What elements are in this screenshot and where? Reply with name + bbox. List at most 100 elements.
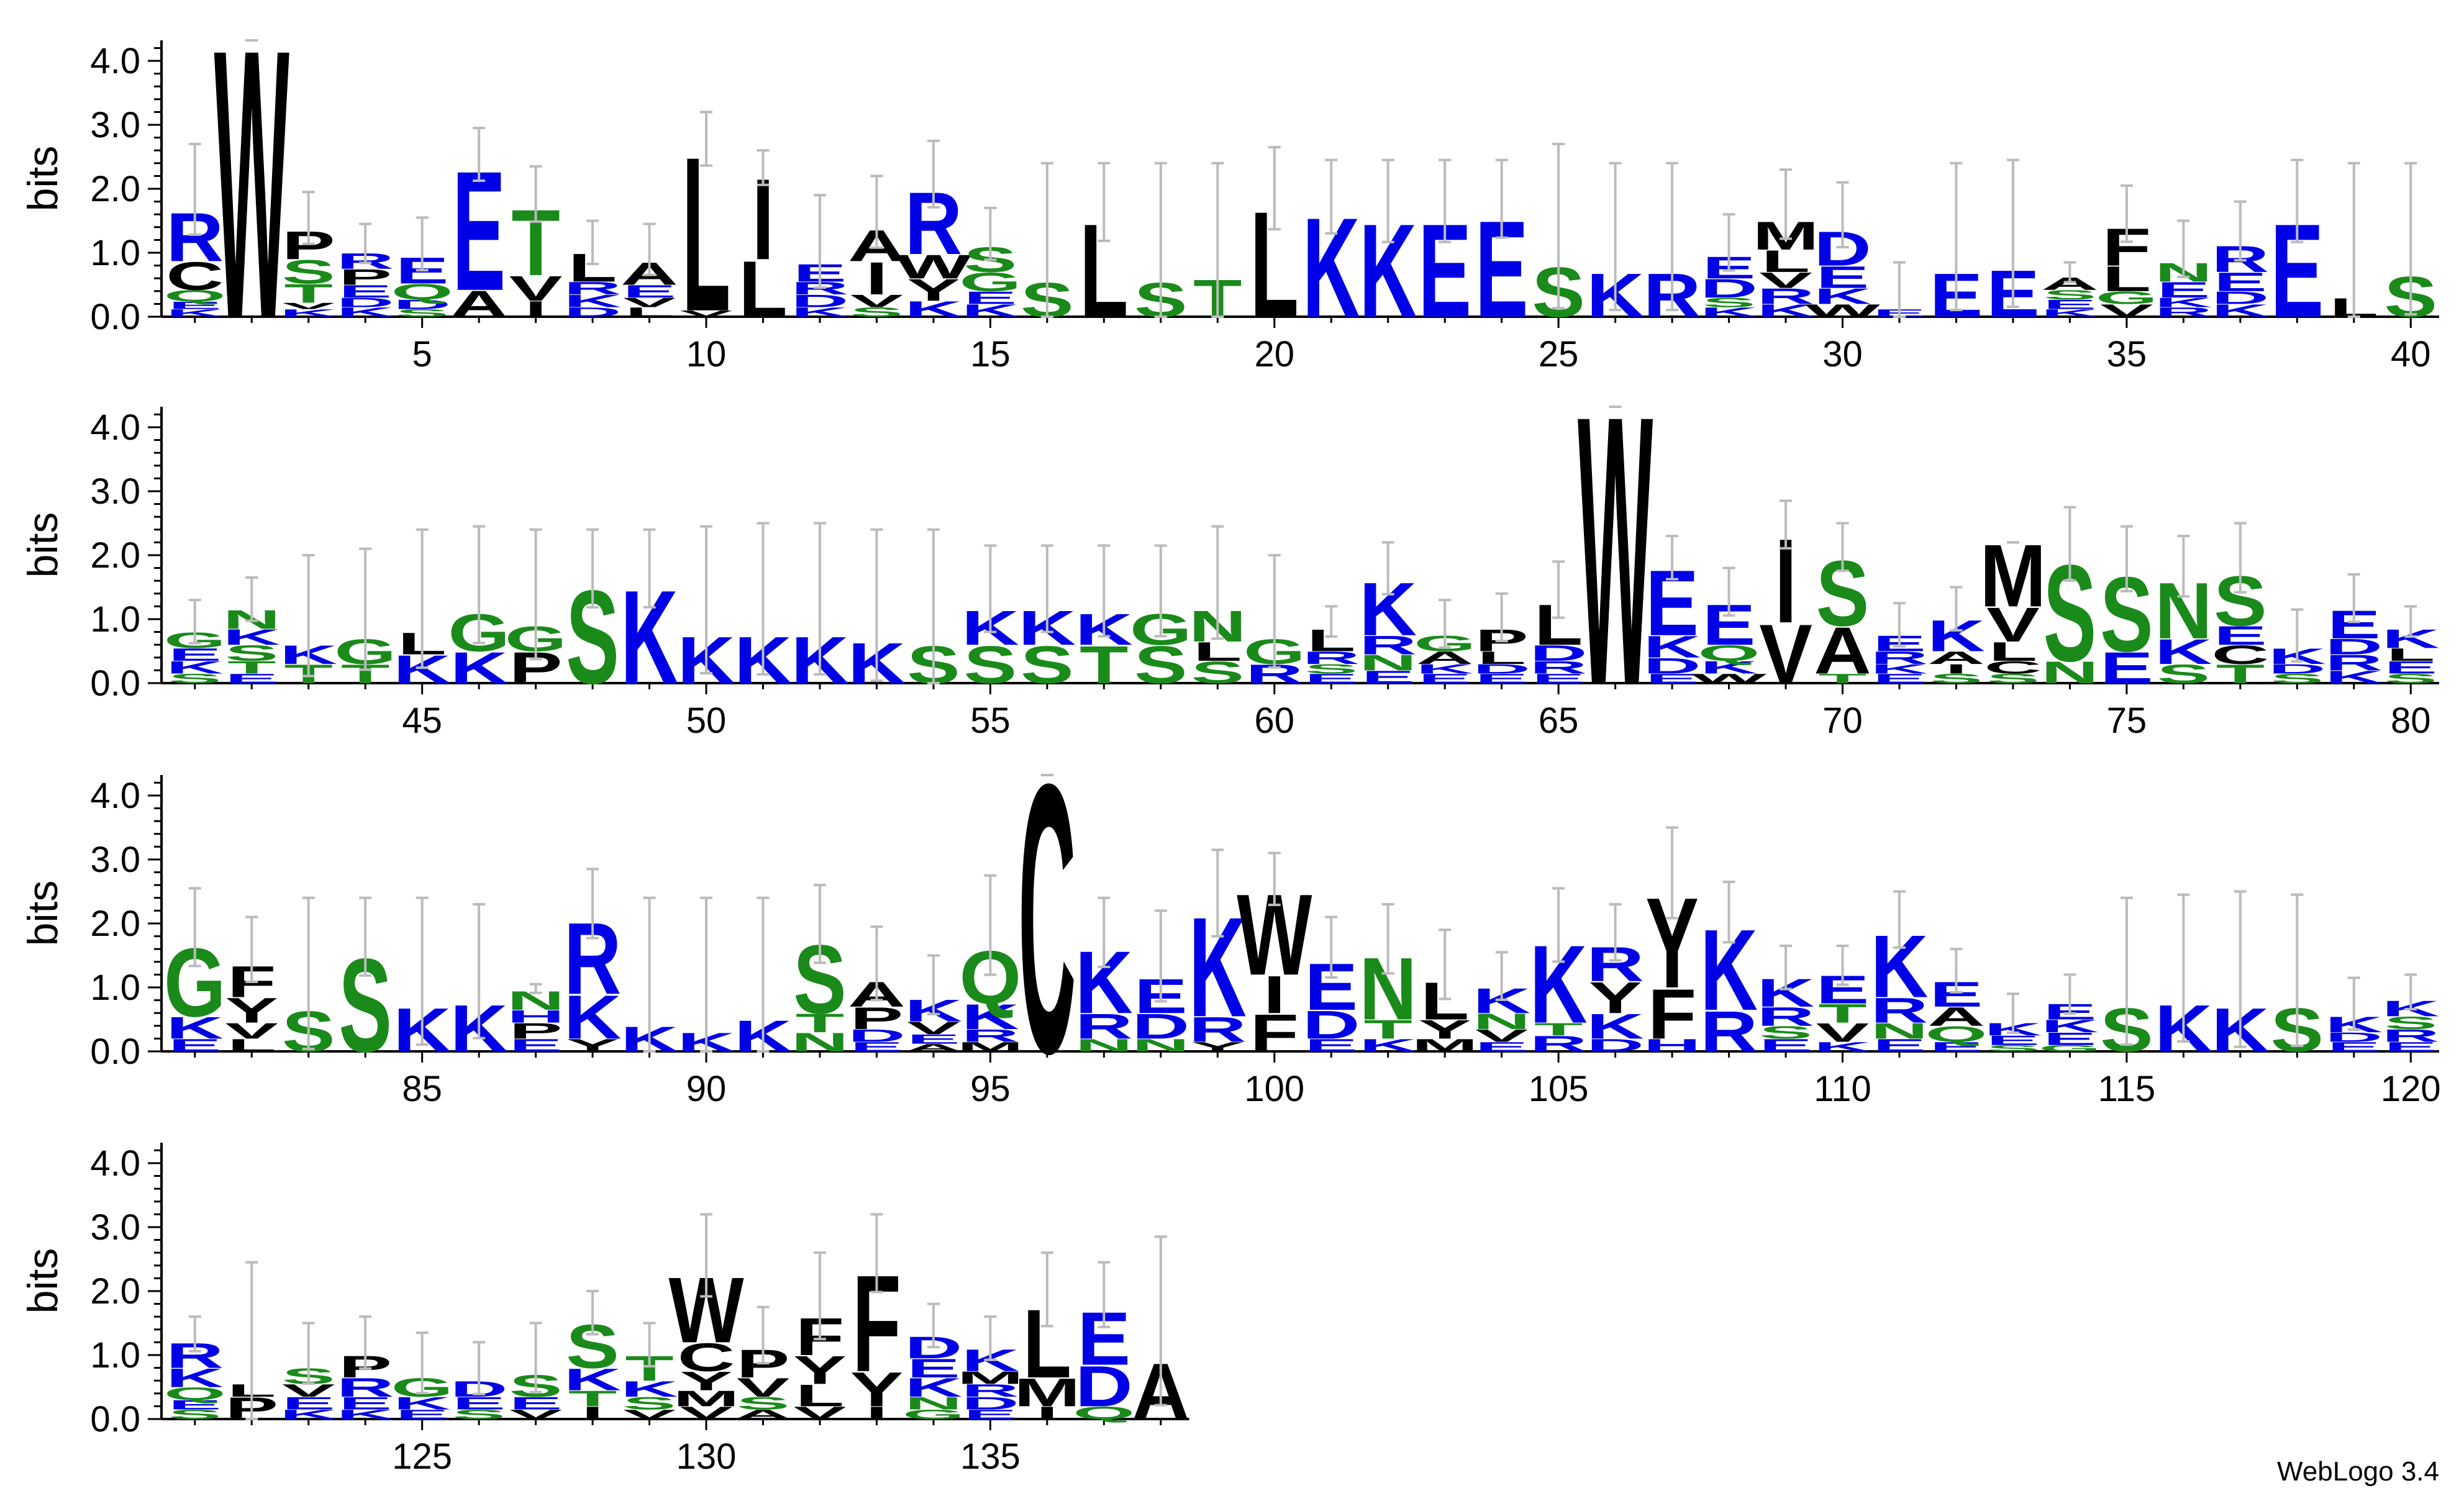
stack-position-117: K [2211, 890, 2269, 1065]
logo-letter-E: E [2157, 278, 2211, 302]
x-tick-label: 100 [1244, 1069, 1304, 1109]
logo-letter-M: M [1412, 1035, 1478, 1055]
logo-letter-A: A [450, 283, 508, 325]
logo-letter-P: P [850, 1001, 904, 1036]
logo-letter-E: E [339, 281, 392, 301]
logo-letter-C: C [1019, 704, 1076, 1133]
logo-letter-K: K [1416, 661, 1474, 676]
x-tick-label: 95 [970, 1069, 1011, 1109]
logo-letter-Y: Y [566, 1035, 619, 1055]
y-axis-label: bits [19, 1248, 66, 1314]
logo-letter-Y: Y [793, 1348, 847, 1392]
logo-letter-E: E [282, 1394, 335, 1413]
stack-position-131: ASVP [734, 1305, 792, 1422]
logo-letter-Q: Q [1073, 1403, 1135, 1423]
logo-letter-D: D [2325, 1030, 2383, 1045]
logo-letter-R: R [1530, 1032, 1588, 1056]
stack-position-108: RK [1700, 881, 1758, 1064]
logo-letter-Q: Q [1925, 1022, 1988, 1046]
logo-letter-V: V [1759, 607, 1812, 702]
logo-letter-F: F [1250, 1004, 1299, 1063]
logo-letter-V: V [2100, 301, 2153, 320]
stack-position-134: GNKED [902, 1302, 965, 1422]
logo-letter-D: D [2268, 661, 2326, 676]
stack-position-21: K [1302, 158, 1360, 347]
logo-letter-E: E [1362, 667, 1415, 687]
stack-position-55: SK [962, 544, 1019, 695]
logo-letter-N: N [791, 1027, 849, 1057]
stack-position-119: EDK [2325, 976, 2383, 1054]
stack-position-12: KDRE [791, 194, 848, 320]
stack-position-89: K [621, 896, 678, 1059]
logo-letter-V: V [509, 269, 563, 309]
x-tick-label: 45 [402, 701, 442, 741]
logo-letter-R: R [564, 278, 622, 298]
stack-position-137: QDE [1073, 1261, 1135, 1423]
logo-letter-G: G [902, 1407, 965, 1422]
logo-letter-E: E [1475, 1040, 1529, 1054]
stack-position-107: HFY [1643, 826, 1701, 1055]
logo-letter-R: R [2325, 650, 2383, 675]
logo-letter-L: L [2103, 260, 2151, 299]
logo-letter-K: K [564, 983, 622, 1052]
logo-letter-S: S [1021, 635, 1074, 695]
logo-letter-E: E [1930, 1040, 1983, 1054]
logo-letter-E: E [396, 1407, 449, 1422]
logo-letter-I: I [866, 253, 888, 304]
y-tick-label: 2.0 [90, 535, 140, 576]
logo-row-3: 0.0 1.0 2.0 3.0 4.0 bits 85 90 95 100 105 110 115 120 [19, 775, 2441, 1109]
x-tick-label: 35 [2107, 334, 2147, 374]
logo-letter-K: K [1700, 305, 1758, 320]
logo-letter-V: V [680, 309, 733, 319]
logo-letter-D: D [962, 1394, 1019, 1413]
logo-letter-V: V [623, 1407, 676, 1422]
y-tick-label: 0.0 [90, 297, 140, 337]
stack-position-44: TG [334, 547, 396, 689]
logo-letter-E: E [168, 1397, 222, 1412]
logo-letter-S: S [1703, 295, 1756, 310]
logo-letter-Y: Y [680, 1366, 733, 1396]
logo-letter-E: E [1418, 671, 1471, 686]
weblogo-credit: WebLogo 3.4 [2277, 1456, 2439, 1487]
logo-letter-E: E [1304, 671, 1358, 686]
logo-letter-K: K [1757, 301, 1815, 320]
logo-letter-M: M [1014, 1370, 1080, 1415]
logo-letter-I: I [1263, 965, 1286, 1025]
logo-row-4: 0.0 1.0 2.0 3.0 4.0 bits 125 130 135 [19, 1143, 1189, 1477]
x-tick-label: 30 [1822, 334, 1863, 374]
x-tick-label: 60 [1255, 701, 1295, 741]
logo-letter-L: L [2386, 645, 2435, 664]
stack-position-74: NS [2041, 506, 2099, 691]
logo-letter-V: V [282, 301, 335, 311]
stack-position-75: ES [2100, 525, 2153, 693]
logo-row-1: 0.0 1.0 2.0 3.0 4.0 bits 5 10 15 20 25 30 35 40 [19, 40, 2439, 374]
stack-position-39: L [2330, 161, 2378, 322]
stack-position-51: K [734, 522, 792, 698]
logo-letter-V: V [793, 1403, 847, 1423]
logo-letter-E: E [623, 281, 676, 301]
logo-letter-K: K [393, 1394, 451, 1413]
logo-letter-K: K [564, 1362, 622, 1397]
logo-letter-G: G [959, 267, 1021, 297]
logo-letter-E: E [339, 1394, 392, 1413]
stack-position-102: KTN [1359, 903, 1417, 1055]
y-tick-label: 3.0 [90, 471, 140, 512]
stack-position-57: TK [1075, 544, 1133, 695]
stack-position-90: K [678, 896, 735, 1057]
logo-letter-E: E [907, 1353, 960, 1383]
logo-letter-E: E [509, 1035, 563, 1055]
logo-letter-S: S [1134, 635, 1188, 695]
logo-letter-C: C [1984, 658, 2042, 678]
